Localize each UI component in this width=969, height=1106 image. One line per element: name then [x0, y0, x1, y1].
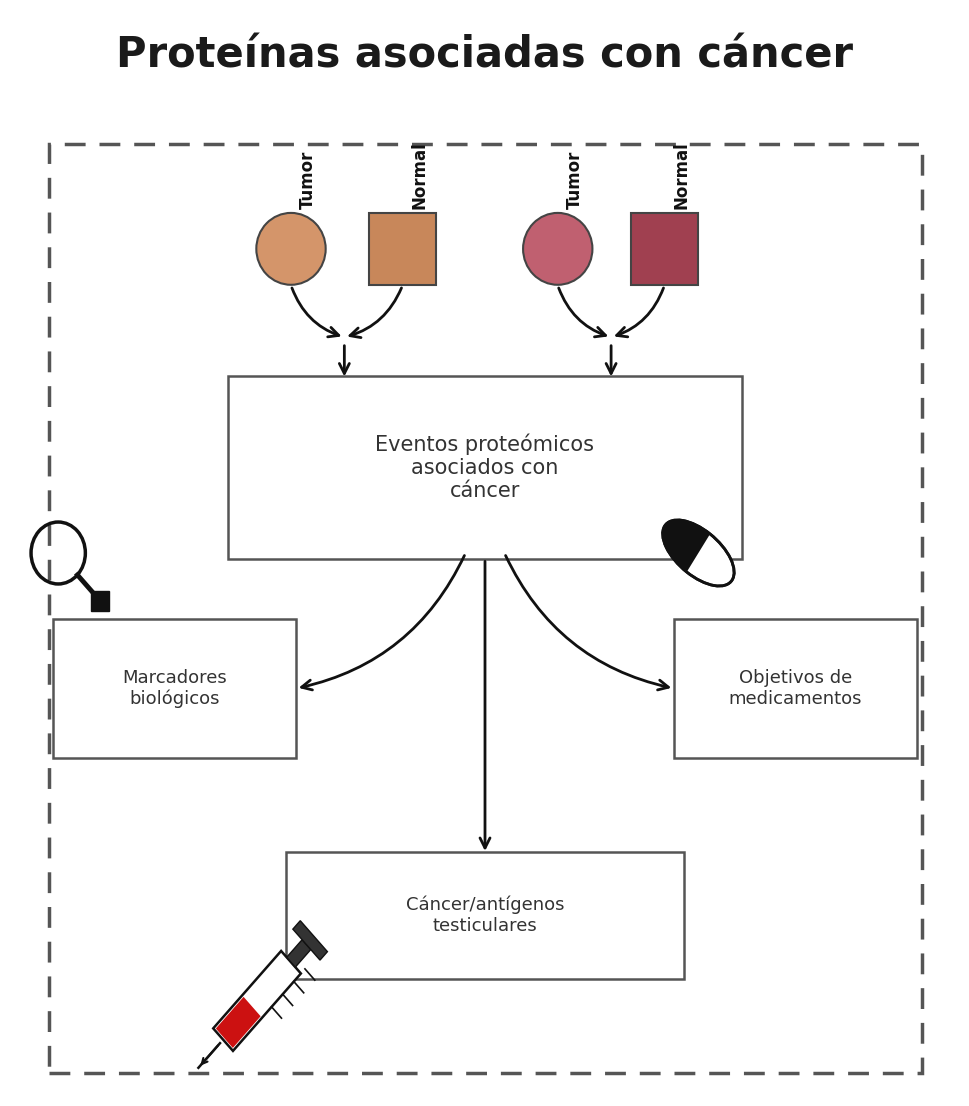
Text: Cáncer/antígenos
testiculares: Cáncer/antígenos testiculares — [405, 896, 564, 935]
Text: Eventos proteómicos
asociados con
cáncer: Eventos proteómicos asociados con cáncer — [375, 434, 594, 501]
FancyArrowPatch shape — [505, 555, 668, 690]
FancyBboxPatch shape — [631, 212, 698, 285]
Polygon shape — [287, 940, 310, 967]
Ellipse shape — [662, 520, 734, 586]
FancyBboxPatch shape — [286, 852, 683, 979]
Polygon shape — [213, 951, 300, 1051]
FancyArrowPatch shape — [558, 288, 605, 337]
Ellipse shape — [256, 212, 326, 285]
Text: Objetivos de
medicamentos: Objetivos de medicamentos — [728, 669, 861, 708]
Text: Proteínas asociadas con cáncer: Proteínas asociadas con cáncer — [116, 34, 853, 76]
FancyArrowPatch shape — [606, 346, 615, 374]
Polygon shape — [216, 997, 261, 1047]
Polygon shape — [662, 520, 709, 572]
Ellipse shape — [522, 212, 592, 285]
FancyArrowPatch shape — [202, 1045, 218, 1064]
FancyBboxPatch shape — [53, 619, 296, 758]
FancyArrowPatch shape — [301, 555, 464, 690]
FancyBboxPatch shape — [673, 619, 916, 758]
Text: Normal: Normal — [672, 142, 690, 209]
Text: Tumor: Tumor — [565, 150, 583, 209]
FancyArrowPatch shape — [292, 288, 338, 337]
FancyArrowPatch shape — [480, 562, 489, 848]
Text: Tumor: Tumor — [298, 150, 317, 209]
FancyArrowPatch shape — [339, 346, 349, 374]
FancyBboxPatch shape — [228, 376, 741, 559]
Text: Marcadores
biológicos: Marcadores biológicos — [122, 669, 227, 708]
FancyBboxPatch shape — [368, 212, 435, 285]
FancyArrowPatch shape — [350, 288, 401, 337]
Polygon shape — [293, 920, 328, 960]
Text: Normal: Normal — [410, 142, 428, 209]
FancyArrowPatch shape — [616, 288, 663, 337]
